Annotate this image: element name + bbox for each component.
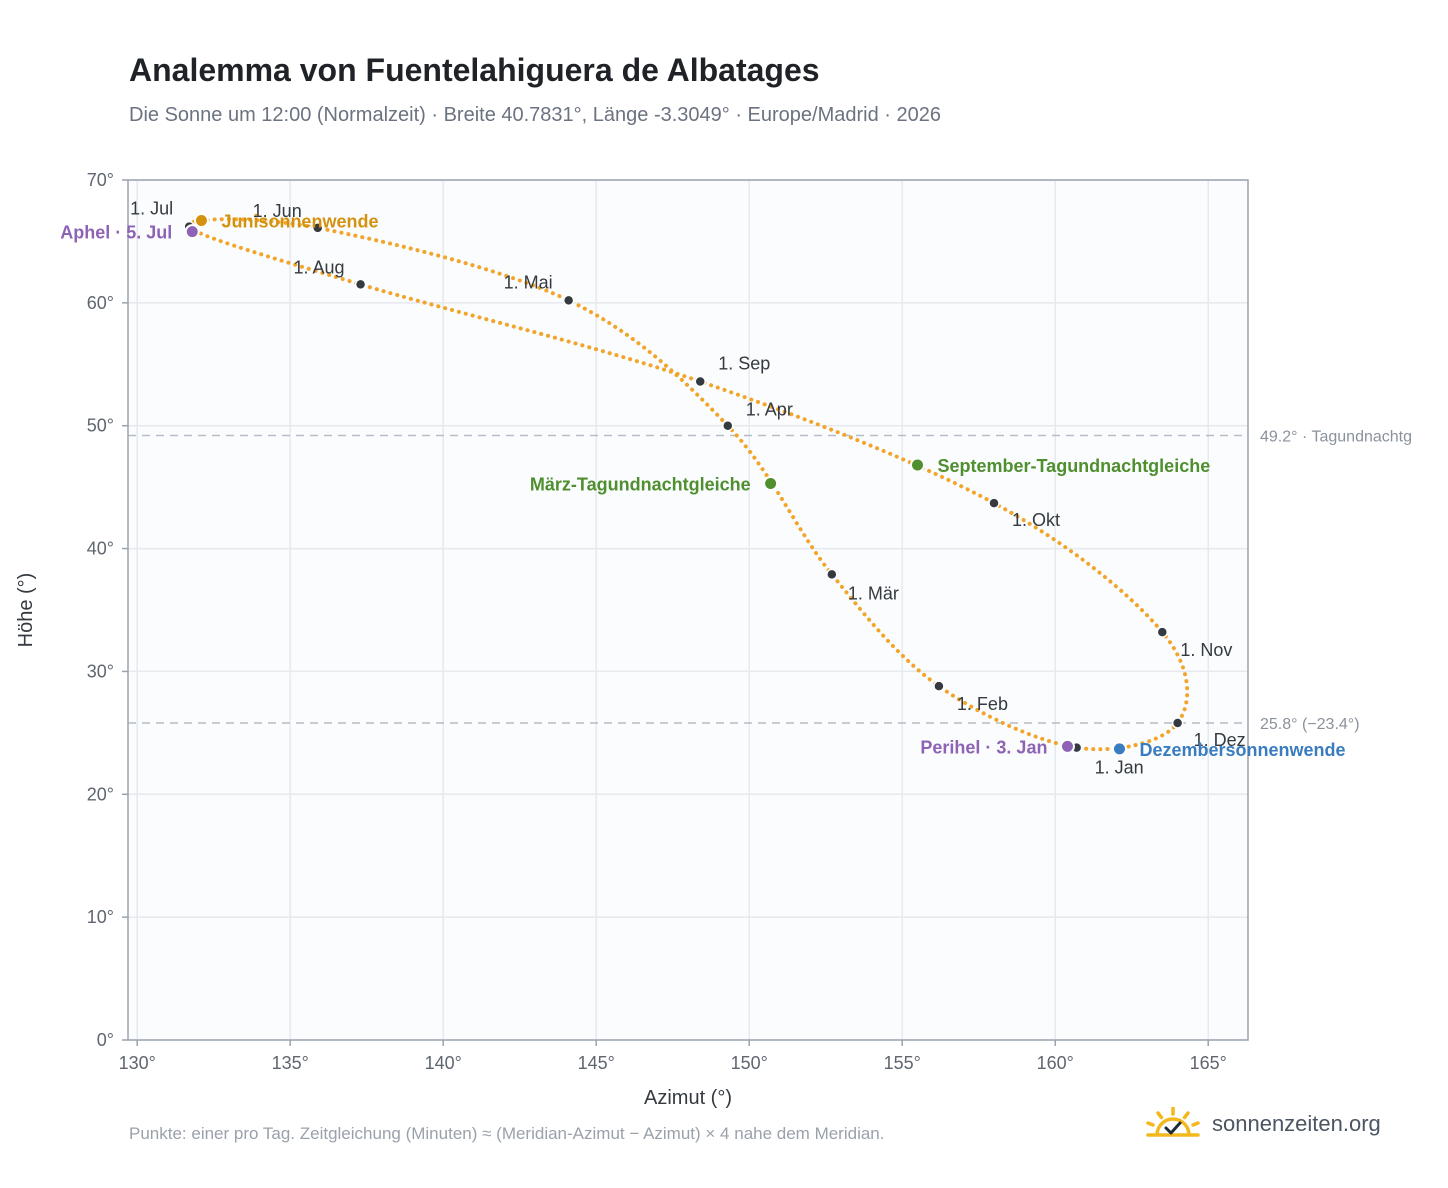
month-point [694,375,706,388]
month-point [311,222,324,234]
event-label: März-Tagundnachtgleiche [530,474,751,494]
month-label: 1. Nov [1180,640,1232,660]
month-markers: 1. Jan 1. Feb 1. Mär 1. Apr 1. Mai 1. Jun 1. J… [130,199,1245,778]
x-axis-ticks: 130° 135° 140° 145° 150° 155° 160° 165° [119,1040,1227,1073]
month-label: 1. Jul [130,199,173,219]
event-point [763,475,779,491]
month-label: 1. Okt [1012,510,1060,530]
month-label: 1. Mai [504,272,553,292]
month-label: 1. Mär [848,583,899,603]
y-tick-label: 70° [87,170,114,190]
event-point [1111,741,1127,757]
month-point [562,294,575,307]
reference-lines: 49.2° · Tagundnachtg 25.8° (−23.4°) [128,429,1412,733]
month-point [988,497,1000,509]
month-point [1171,717,1184,729]
x-tick-label: 165° [1190,1053,1227,1073]
y-tick-label: 0° [97,1030,114,1050]
x-tick-label: 155° [884,1053,921,1073]
y-tick-label: 50° [87,416,114,436]
y-tick-label: 30° [87,661,114,681]
month-point [1156,626,1169,638]
event-label: Junisonnenwende [221,212,378,232]
y-tick-label: 60° [87,293,114,313]
plot-frame [127,179,1249,1041]
footer-note: Punkte: einer pro Tag. Zeitgleichung (Mi… [129,1124,885,1143]
event-point [910,457,926,473]
month-label: 1. Dez [1194,730,1246,750]
event-label: September-Tagundnachtgleiche [938,456,1211,476]
y-tick-label: 10° [87,907,114,927]
sun-check-icon [1146,1107,1200,1137]
month-label: 1. Aug [294,257,345,277]
event-label: Dezembersonnenwende [1139,740,1345,760]
month-point [722,419,734,432]
event-point [193,213,209,229]
x-tick-label: 150° [731,1053,768,1073]
event-label: Perihel · 3. Jan [920,737,1047,757]
brand[interactable]: sonnenzeiten.org [1146,1104,1381,1144]
event-markers: Junisonnenwende Aphel · 5. Jul März-Tagund… [60,212,1345,760]
month-label: 1. Jun [253,201,302,221]
month-point [826,568,838,581]
month-point [933,680,945,692]
month-label: 1. Sep [718,353,770,373]
reference-line-label: 25.8° (−23.4°) [1260,716,1360,733]
month-label: 1. Feb [957,694,1008,714]
event-point [184,224,200,240]
plot-background [128,180,1248,1040]
page-subtitle: Die Sonne um 12:00 (Normalzeit) · Breite… [129,104,942,126]
y-axis-label: Höhe (°) [15,573,37,648]
grid [128,179,1248,1041]
month-point [354,278,367,291]
x-tick-label: 145° [578,1053,615,1073]
x-axis-label: Azimut (°) [644,1087,732,1109]
event-point [1059,738,1075,754]
page-title: Analemma von Fuentelahiguera de Albatage… [129,52,820,88]
y-axis-ticks: 0° 10° 20° 30° 40° 50° 60° 70° [87,170,128,1050]
x-tick-label: 135° [272,1053,309,1073]
x-tick-label: 160° [1037,1053,1074,1073]
reference-line-label: 49.2° · Tagundnachtg [1260,429,1412,446]
month-label: 1. Jan [1095,758,1144,778]
month-label: 1. Apr [746,400,793,420]
y-tick-label: 20° [87,784,114,804]
brand-name[interactable]: sonnenzeiten.org [1212,1111,1381,1136]
y-tick-label: 40° [87,539,114,559]
event-label: Aphel · 5. Jul [60,223,172,243]
x-tick-label: 140° [425,1053,462,1073]
x-tick-label: 130° [119,1053,156,1073]
